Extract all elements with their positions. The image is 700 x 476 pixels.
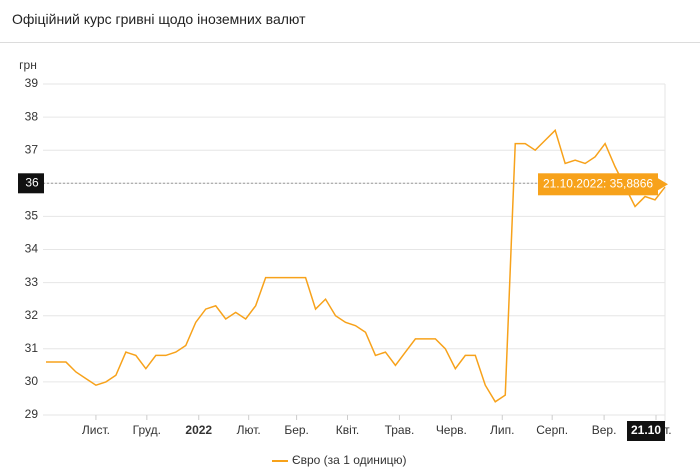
x-tick-label: Бер.	[284, 423, 309, 437]
header-title: Офіційний курс гривні щодо іноземних вал…	[12, 11, 306, 27]
y-axis-label: грн	[19, 58, 37, 72]
x-tick-label: 2022	[185, 423, 212, 437]
y-tick-label: 33	[25, 275, 39, 289]
crosshair-y-label: 36	[25, 175, 39, 189]
x-tick-label: Черв.	[436, 423, 467, 437]
tooltip: 21.10.2022: 35,8866	[543, 176, 653, 190]
y-tick-label: 34	[25, 242, 39, 256]
y-tick-label: 31	[25, 341, 39, 355]
x-tick-label: Вер.	[592, 423, 617, 437]
y-tick-label: 37	[25, 142, 39, 156]
x-tick-label: Лист.	[82, 423, 110, 437]
y-tick-label: 35	[25, 209, 39, 223]
crosshair-x-label: 21.10	[631, 423, 661, 437]
legend-label: Євро (за 1 одиницю)	[292, 453, 407, 467]
y-tick-label: 39	[25, 76, 39, 90]
x-tick-label: Лют.	[237, 423, 261, 437]
x-tick-label: Лип.	[490, 423, 514, 437]
x-tick-label: Трав.	[385, 423, 415, 437]
y-tick-label: 30	[25, 374, 39, 388]
crosshair-y-box	[18, 173, 44, 194]
y-tick-label: 32	[25, 308, 39, 322]
x-tick-label: Серп.	[536, 423, 568, 437]
header: Офіційний курс гривні щодо іноземних вал…	[0, 0, 700, 43]
y-tick-label: 29	[25, 407, 39, 421]
y-tick-label: 38	[25, 109, 39, 123]
series-line	[46, 128, 666, 403]
x-tick-label: Квіт.	[336, 423, 360, 437]
tooltip-arrow	[658, 178, 668, 191]
crosshair-x-box	[627, 421, 665, 441]
x-tick-label: Груд.	[133, 423, 161, 437]
tooltip-box	[538, 173, 658, 196]
